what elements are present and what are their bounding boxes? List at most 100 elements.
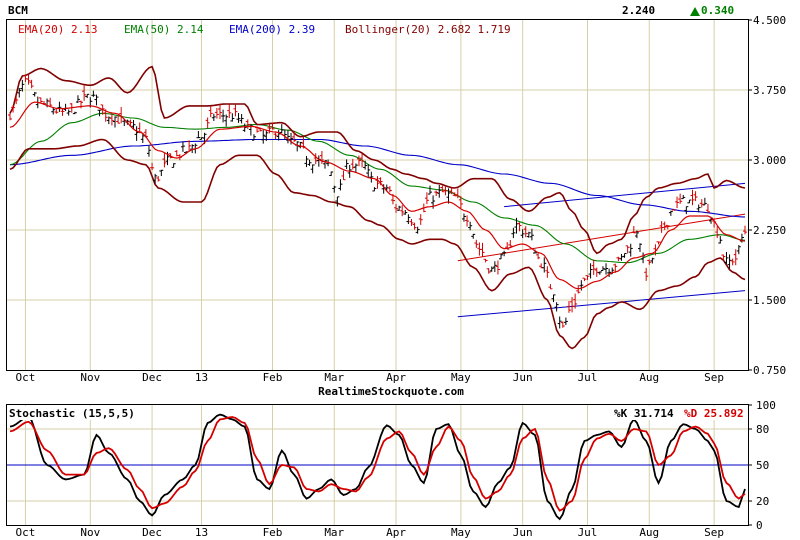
ohlc-bar — [675, 196, 680, 209]
ohlc-bar — [557, 316, 562, 329]
ohlc-bar — [403, 209, 408, 215]
stochastic-x-tick-label: Feb — [263, 526, 283, 539]
ohlc-bar — [668, 210, 673, 216]
ohlc-bar — [29, 79, 34, 89]
stochastic-x-axis: Oct Nov Dec 13 Feb Mar Apr May Jun Jul Aug Sep — [16, 526, 725, 539]
ohlc-bar — [718, 236, 723, 244]
x-tick-label: Nov — [80, 371, 100, 384]
ohlc-bar — [218, 103, 222, 120]
ohlc-bar — [208, 106, 213, 118]
ohlc-bar — [94, 94, 99, 106]
ohlc-bar — [332, 185, 337, 193]
ohlc-bar — [227, 104, 232, 119]
ohlc-bar — [495, 260, 500, 275]
price-change: 0.340 — [701, 4, 734, 17]
ohlc-bar — [644, 267, 649, 281]
ohlc-bar — [517, 222, 522, 232]
ohlc-bar — [251, 134, 256, 141]
ohlc-bar — [468, 221, 473, 231]
ohlc-bar — [32, 91, 37, 97]
ohlc-bar — [696, 204, 701, 213]
ema200-line — [9, 138, 745, 218]
ohlc-bar — [628, 243, 633, 257]
ema50-line — [9, 112, 746, 264]
ohlc-bar — [82, 85, 87, 101]
ohlc-bar — [353, 163, 358, 173]
ohlc-bar — [304, 155, 309, 168]
ohlc-bar — [171, 163, 176, 168]
ohlc-bar — [150, 162, 155, 171]
ohlc-bar — [273, 132, 278, 140]
ohlc-bar — [298, 141, 303, 149]
ohlc-bar — [684, 206, 689, 215]
y-tick-label: 0.750 — [753, 364, 786, 377]
x-tick-label: Jun — [513, 371, 533, 384]
ohlc-bar — [437, 184, 442, 198]
ohlc-bar — [72, 111, 77, 115]
ohlc-bar — [461, 213, 466, 222]
ohlc-bar — [17, 87, 22, 98]
ohlc-bar — [38, 97, 43, 104]
ohlc-bar — [48, 97, 53, 107]
ohlc-bar — [412, 222, 417, 230]
ohlc-bar — [97, 109, 102, 117]
stochastic-x-tick-label: Jul — [578, 526, 598, 539]
symbol-label: BCM — [8, 4, 28, 17]
ohlc-bar — [591, 259, 596, 275]
ohlc-bar — [239, 113, 244, 124]
ohlc-bar — [233, 104, 238, 117]
ohlc-bar — [187, 140, 192, 152]
last-price: 2.240 — [622, 4, 655, 17]
ohlc-bar — [424, 192, 429, 205]
ohlc-bar — [20, 79, 25, 92]
stochastic-d-value: %D 25.892 — [684, 407, 744, 420]
ohlc-bar — [406, 214, 411, 225]
ohlc-bar — [733, 249, 738, 266]
ohlc-bar — [585, 275, 590, 280]
stochastic-x-tick-label: Aug — [639, 526, 659, 539]
price-series — [8, 65, 747, 350]
ohlc-bar — [563, 317, 568, 325]
x-tick-label: Feb — [263, 371, 283, 384]
x-tick-label: Aug — [639, 371, 659, 384]
x-tick-label: Sep — [704, 371, 724, 384]
ohlc-bar — [109, 113, 114, 126]
ohlc-bar — [116, 115, 121, 124]
stochastic-k-line — [9, 413, 746, 521]
ohlc-bar — [57, 101, 62, 112]
ohlc-bar — [394, 204, 399, 213]
ohlc-bar — [434, 190, 439, 196]
ohlc-bar — [607, 268, 612, 278]
ohlc-bar — [588, 263, 593, 279]
ohlc-bar — [545, 266, 550, 278]
ohlc-bar — [285, 130, 290, 144]
ohlc-bar — [310, 164, 315, 174]
ohlc-bar — [236, 112, 241, 123]
ohlc-bar — [338, 179, 343, 191]
up-arrow-icon — [690, 7, 700, 16]
stochastic-x-tick-label: Dec — [142, 526, 162, 539]
ohlc-bar — [681, 195, 686, 200]
ohlc-bar — [341, 170, 346, 181]
ohlc-bar — [622, 253, 627, 258]
ohlc-bar — [471, 233, 476, 239]
stochastic-x-tick-label: 13 — [195, 526, 208, 539]
stochastic-y-tick-label: 50 — [756, 459, 769, 472]
ohlc-bar — [180, 141, 185, 152]
stochastic-grid — [7, 405, 748, 525]
bollinger-lower-line — [9, 138, 746, 350]
ohlc-bar — [75, 95, 80, 103]
ohlc-bar — [344, 159, 349, 170]
ohlc-bar — [690, 189, 695, 206]
legend-ema200: EMA(200) 2.39 — [229, 23, 315, 36]
ohlc-bar — [440, 185, 445, 193]
ohlc-bar — [146, 145, 151, 157]
ohlc-bar — [647, 259, 652, 265]
stochastic-x-tick-label: Jun — [513, 526, 533, 539]
ohlc-bar — [474, 239, 479, 248]
ohlc-bar — [529, 228, 534, 241]
stochastic-title-bg — [8, 406, 142, 420]
ohlc-bar — [502, 250, 507, 257]
ohlc-bar — [369, 171, 374, 183]
